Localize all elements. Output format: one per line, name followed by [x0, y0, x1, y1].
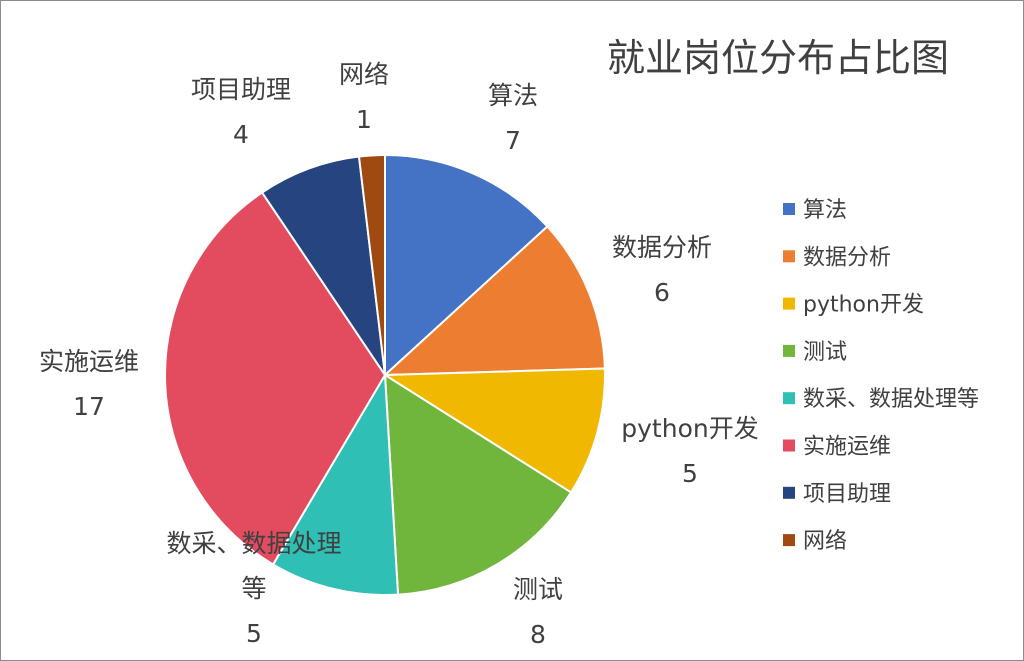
pie-slice [382, 225, 606, 377]
legend-swatch [783, 250, 795, 263]
data-label-value: 17 [73, 392, 105, 421]
data-label-value: 4 [233, 120, 249, 149]
pie-slice [164, 191, 387, 566]
pie-slice [271, 371, 400, 596]
data-label-category: 网络 [339, 60, 389, 89]
legend-swatch [783, 297, 795, 310]
legend-swatch [783, 439, 795, 452]
data-label-category: 数据分析 [612, 233, 712, 262]
data-label-category: 数采、数据处理 [166, 529, 341, 558]
legend-label: 算法 [803, 198, 847, 223]
legend-swatch [783, 203, 795, 215]
pie-slice [381, 367, 606, 494]
legend-label: 项目助理 [803, 482, 891, 507]
chart-title: 就业岗位分布占比图 [607, 36, 949, 80]
data-label-value: 5 [246, 619, 262, 648]
pie-slice [357, 153, 386, 376]
pie-slices [164, 153, 606, 596]
data-label-category: 项目助理 [191, 75, 291, 104]
pie-slice [384, 153, 549, 378]
legend-swatch [783, 534, 795, 547]
data-label-value: 8 [530, 620, 546, 649]
data-label-value: 7 [505, 126, 521, 155]
legend-label: python开发 [803, 293, 924, 318]
legend-label: 数采、数据处理等 [803, 387, 979, 412]
data-labels: 算法 7 数据分析 6 python开发 5 测试 8 数采、数据处理等 5 实施运维 17 项目助理 4… [39, 60, 759, 649]
data-label-value: 5 [682, 459, 698, 488]
legend-label: 实施运维 [803, 435, 891, 460]
legend-swatch [783, 486, 795, 499]
legend-swatch [783, 392, 795, 405]
data-label-category: python开发 [621, 414, 758, 443]
pie-slice [383, 373, 573, 596]
legend-label: 测试 [803, 340, 847, 365]
legend-label: 数据分析 [803, 245, 891, 270]
data-label-category: 算法 [488, 81, 538, 110]
legend-label: 网络 [803, 529, 847, 554]
pie-slice [260, 155, 386, 376]
data-label-category: 等 [241, 574, 266, 603]
data-label-category: 实施运维 [39, 347, 139, 376]
data-label-category: 测试 [513, 575, 563, 604]
legend-swatch [783, 344, 795, 357]
data-label-value: 1 [356, 105, 372, 134]
data-label-value: 6 [654, 278, 670, 307]
